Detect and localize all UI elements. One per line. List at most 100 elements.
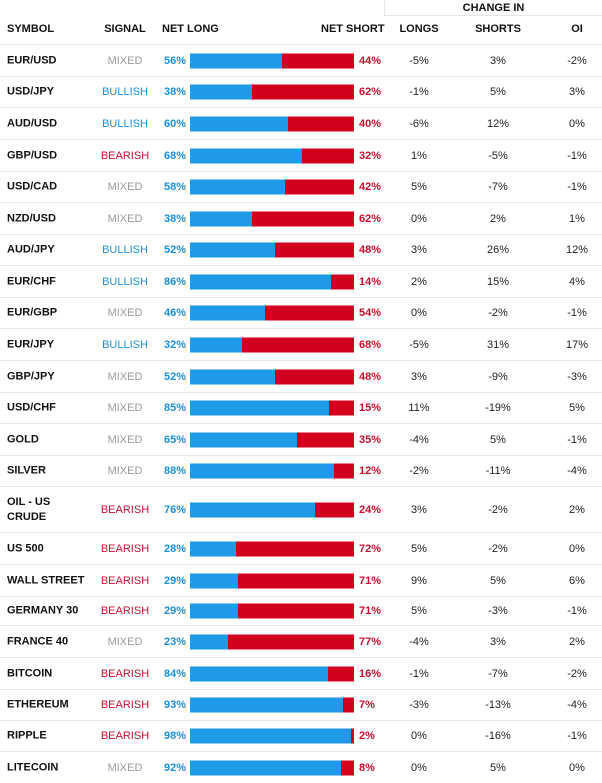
table-row[interactable]: GBP/USD BEARISH 68% 32% 1% -5% -1% xyxy=(0,139,602,171)
change-shorts: -5% xyxy=(488,149,508,162)
symbol-link[interactable]: ETHEREUM xyxy=(7,698,69,711)
change-shorts: 5% xyxy=(490,433,506,446)
change-longs: 5% xyxy=(411,181,427,193)
change-oi: 0% xyxy=(569,542,585,555)
change-oi: 6% xyxy=(569,574,585,587)
net-long-value: 52% xyxy=(163,370,186,383)
signal-label: BULLISH xyxy=(102,86,148,98)
table-header: SYMBOL SIGNAL NET LONG NET SHORT LONGS S… xyxy=(0,16,602,44)
header-longs[interactable]: LONGS xyxy=(399,23,439,35)
change-longs: 11% xyxy=(408,402,430,414)
signal-label: BEARISH xyxy=(100,605,150,617)
symbol-link[interactable]: USD/JPY xyxy=(7,85,55,98)
header-shorts[interactable]: SHORTS xyxy=(475,23,521,35)
net-short-value: 54% xyxy=(359,307,382,319)
header-net-short[interactable]: NET SHORT xyxy=(321,23,385,35)
symbol-link[interactable]: OIL - US CRUDE xyxy=(7,495,51,523)
symbol-link[interactable]: EUR/JPY xyxy=(7,338,55,350)
table-row[interactable]: USD/CHF MIXED 85% 15% 11% -19% 5% xyxy=(0,392,602,423)
symbol-link[interactable]: NZD/USD xyxy=(7,212,56,224)
symbol-link[interactable]: BITCOIN xyxy=(7,667,53,679)
change-shorts: -7% xyxy=(488,181,508,193)
symbol-link[interactable]: AUD/USD xyxy=(7,117,58,129)
symbol-link[interactable]: SILVER xyxy=(7,464,46,477)
sentiment-bar xyxy=(190,697,354,713)
change-oi: -4% xyxy=(567,465,587,477)
change-shorts: 15% xyxy=(486,275,510,288)
table-row[interactable]: GERMANY 30 BEARISH 29% 71% 5% -3% -1% xyxy=(0,596,602,625)
change-longs: 0% xyxy=(411,307,427,319)
symbol-link[interactable]: AUD/JPY xyxy=(7,243,55,256)
symbol-link[interactable]: EUR/GBP xyxy=(7,306,58,319)
table-row[interactable]: EUR/JPY BULLISH 32% 68% -5% 31% 17% xyxy=(0,328,602,360)
change-oi: 0% xyxy=(569,117,585,130)
table-row[interactable]: LITECOIN MIXED 92% 8% 0% 5% 0% xyxy=(0,751,602,783)
change-longs: -4% xyxy=(409,433,429,446)
table-row[interactable]: BITCOIN BEARISH 84% 16% -1% -7% -2% xyxy=(0,657,602,689)
symbol-link[interactable]: EUR/CHF xyxy=(7,275,56,287)
change-longs: 0% xyxy=(411,212,427,225)
net-short-value: 24% xyxy=(359,503,382,516)
change-oi: -1% xyxy=(567,149,587,162)
change-shorts: -2% xyxy=(488,542,508,555)
table-row[interactable]: EUR/CHF BULLISH 86% 14% 2% 15% 4% xyxy=(0,265,602,297)
symbol-link[interactable]: US 500 xyxy=(7,542,44,554)
net-long-value: 98% xyxy=(163,730,186,742)
change-shorts: 5% xyxy=(490,574,506,587)
symbol-link[interactable]: FRANCE 40 xyxy=(7,635,69,647)
symbol-link[interactable]: GOLD xyxy=(7,433,39,445)
symbol-link[interactable]: USD/CAD xyxy=(7,180,58,193)
table-row[interactable]: GBP/JPY MIXED 52% 48% 3% -9% -3% xyxy=(0,360,602,392)
sentiment-bar xyxy=(190,274,354,289)
change-oi: -1% xyxy=(567,307,587,319)
header-signal[interactable]: SIGNAL xyxy=(104,23,146,35)
symbol-link[interactable]: WALL STREET xyxy=(7,574,85,586)
table-row[interactable]: EUR/USD MIXED 56% 44% -5% 3% -2% xyxy=(0,44,602,76)
signal-label: MIXED xyxy=(107,433,143,446)
change-longs: 5% xyxy=(411,542,427,555)
change-oi: 5% xyxy=(569,402,585,414)
net-long-fill xyxy=(190,305,266,321)
net-long-fill xyxy=(190,502,315,517)
net-long-value: 38% xyxy=(163,86,186,98)
table-row[interactable]: WALL STREET BEARISH 29% 71% 9% 5% 6% xyxy=(0,564,602,596)
table-row[interactable]: AUD/JPY BULLISH 52% 48% 3% 26% 12% xyxy=(0,234,602,265)
change-longs: -5% xyxy=(409,54,429,67)
net-long-fill xyxy=(190,211,253,226)
table-row[interactable]: EUR/GBP MIXED 46% 54% 0% -2% -1% xyxy=(0,297,602,328)
symbol-link[interactable]: GBP/USD xyxy=(7,149,58,161)
header-symbol[interactable]: SYMBOL xyxy=(7,23,55,35)
symbol-link[interactable]: EUR/USD xyxy=(7,54,57,66)
table-row[interactable]: RIPPLE BEARISH 98% 2% 0% -16% -1% xyxy=(0,720,602,751)
net-short-value: 32% xyxy=(359,149,382,162)
table-row[interactable]: NZD/USD MIXED 38% 62% 0% 2% 1% xyxy=(0,202,602,234)
change-oi: -3% xyxy=(567,370,587,383)
table-row[interactable]: SILVER MIXED 88% 12% -2% -11% -4% xyxy=(0,455,602,486)
sentiment-bar xyxy=(190,242,354,258)
table-row[interactable]: AUD/USD BULLISH 60% 40% -6% 12% 0% xyxy=(0,107,602,139)
header-oi[interactable]: OI xyxy=(571,23,583,35)
net-long-value: 58% xyxy=(163,181,186,193)
net-long-fill xyxy=(190,432,297,447)
table-row[interactable]: FRANCE 40 MIXED 23% 77% -4% 3% 2% xyxy=(0,625,602,657)
table-row[interactable]: USD/JPY BULLISH 38% 62% -1% 5% 3% xyxy=(0,76,602,107)
sentiment-bar xyxy=(190,603,354,619)
net-short-value: 16% xyxy=(359,667,382,680)
change-oi: 2% xyxy=(569,635,585,648)
change-shorts: -9% xyxy=(488,370,508,383)
table-row[interactable]: US 500 BEARISH 28% 72% 5% -2% 0% xyxy=(0,532,602,564)
change-shorts: 2% xyxy=(490,212,506,225)
symbol-link[interactable]: GERMANY 30 xyxy=(7,604,79,617)
table-row[interactable]: OIL - US CRUDE BEARISH 76% 24% 3% -2% 2% xyxy=(0,486,602,532)
net-long-fill xyxy=(190,400,330,416)
symbol-link[interactable]: USD/CHF xyxy=(7,401,56,414)
table-row[interactable]: GOLD MIXED 65% 35% -4% 5% -1% xyxy=(0,423,602,455)
symbol-link[interactable]: GBP/JPY xyxy=(7,370,55,382)
symbol-link[interactable]: RIPPLE xyxy=(7,729,47,742)
header-net-long[interactable]: NET LONG xyxy=(162,23,219,35)
net-short-value: 62% xyxy=(359,212,382,225)
signal-label: MIXED xyxy=(107,370,143,383)
table-row[interactable]: USD/CAD MIXED 58% 42% 5% -7% -1% xyxy=(0,171,602,202)
change-oi: 1% xyxy=(569,212,585,225)
table-row[interactable]: ETHEREUM BEARISH 93% 7% -3% -13% -4% xyxy=(0,689,602,720)
